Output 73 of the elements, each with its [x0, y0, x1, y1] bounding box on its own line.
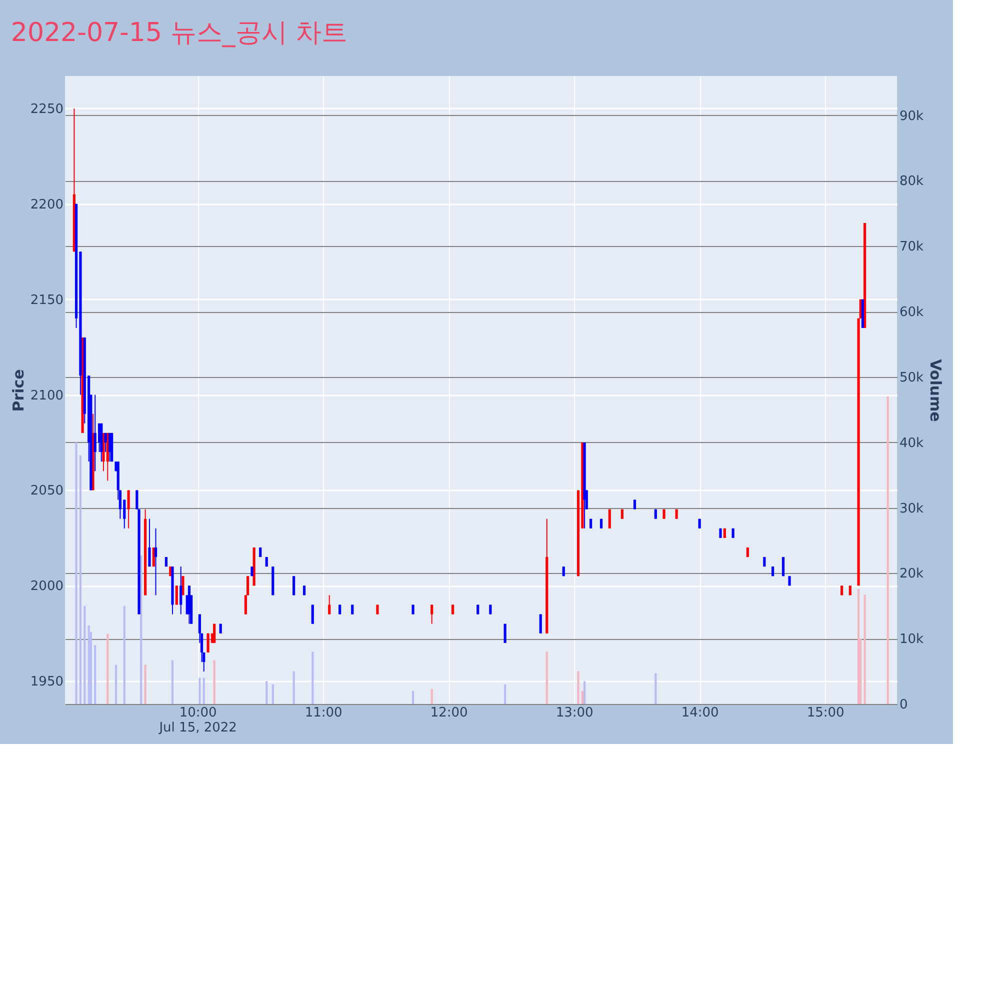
y-tick-label: 2250	[30, 102, 64, 117]
bar	[114, 664, 118, 704]
y-tick-label: 2100	[30, 388, 64, 404]
bar	[546, 652, 548, 704]
y-tick-label: 2050	[30, 484, 64, 499]
y2-tick-label: 80k	[900, 174, 924, 190]
y-tick-label: 1950	[30, 674, 64, 690]
y2-tick-label: 60k	[900, 305, 924, 320]
candlestick	[430, 604, 434, 624]
bar	[75, 442, 78, 704]
y2-tick-label: 90k	[900, 108, 924, 124]
bar	[106, 634, 109, 704]
bar	[171, 660, 174, 704]
candlestick	[127, 490, 130, 529]
y2-tick-label: 50k	[900, 370, 924, 386]
bar	[864, 594, 866, 704]
bar	[266, 681, 268, 704]
x-tick-label: 15:00	[806, 706, 844, 720]
y2-tick-label: 0	[900, 698, 908, 712]
x-tick-label: 12:00	[430, 706, 468, 720]
candlestick	[782, 556, 785, 577]
candlestick	[311, 604, 314, 624]
candlestick	[476, 604, 480, 615]
y2-tick-label: 10k	[900, 632, 924, 648]
y2-tick-label: 70k	[900, 240, 924, 255]
bar	[430, 688, 433, 704]
candlestick	[351, 604, 354, 615]
bar	[581, 690, 584, 704]
bar	[272, 684, 274, 704]
bar	[198, 678, 201, 704]
bar	[144, 664, 146, 704]
bar	[412, 690, 414, 704]
candlestick	[338, 604, 342, 615]
candlestick	[328, 594, 331, 615]
y2-tick-label: 20k	[900, 566, 924, 582]
candlestick	[148, 518, 151, 568]
x-tick-label: 14:00	[681, 706, 719, 720]
x-tick-label: 11:00	[304, 706, 342, 720]
bar	[94, 645, 96, 704]
y-tick-label: 2150	[30, 292, 64, 308]
candlestick	[175, 585, 178, 606]
bar	[213, 660, 216, 704]
candlestick	[608, 508, 611, 529]
bar	[504, 684, 506, 704]
bar	[857, 588, 860, 704]
candlestick	[292, 576, 296, 596]
bar	[312, 652, 314, 704]
bar	[583, 681, 586, 704]
bar	[577, 671, 580, 704]
candlestick	[412, 604, 414, 615]
candlestick	[213, 623, 216, 644]
bar	[292, 671, 295, 704]
y2-tick-label: 30k	[900, 501, 924, 516]
candlestick	[539, 614, 542, 634]
x-tick-label: 13:00	[556, 706, 594, 720]
candlestick	[451, 604, 454, 615]
y2-axis-title: Volume	[926, 359, 945, 422]
candlestick	[504, 623, 506, 644]
candlestick	[376, 604, 379, 615]
candlestick	[180, 566, 182, 615]
candlestick	[104, 432, 107, 453]
candlestick	[206, 632, 210, 653]
bar	[886, 396, 889, 704]
bar	[123, 606, 126, 704]
y2-tick-label: 40k	[900, 436, 924, 451]
candlestick	[94, 394, 96, 472]
candlestick	[489, 604, 492, 615]
y-tick-label: 2200	[30, 197, 64, 212]
y-axis-title: Price	[9, 369, 28, 412]
x-tick-label: 10:00 Jul 15, 2022	[158, 706, 237, 736]
y-tick-label: 2000	[30, 579, 64, 594]
bar	[654, 673, 657, 704]
chart-title: 2022-07-15 뉴스_공시 차트	[10, 18, 348, 48]
